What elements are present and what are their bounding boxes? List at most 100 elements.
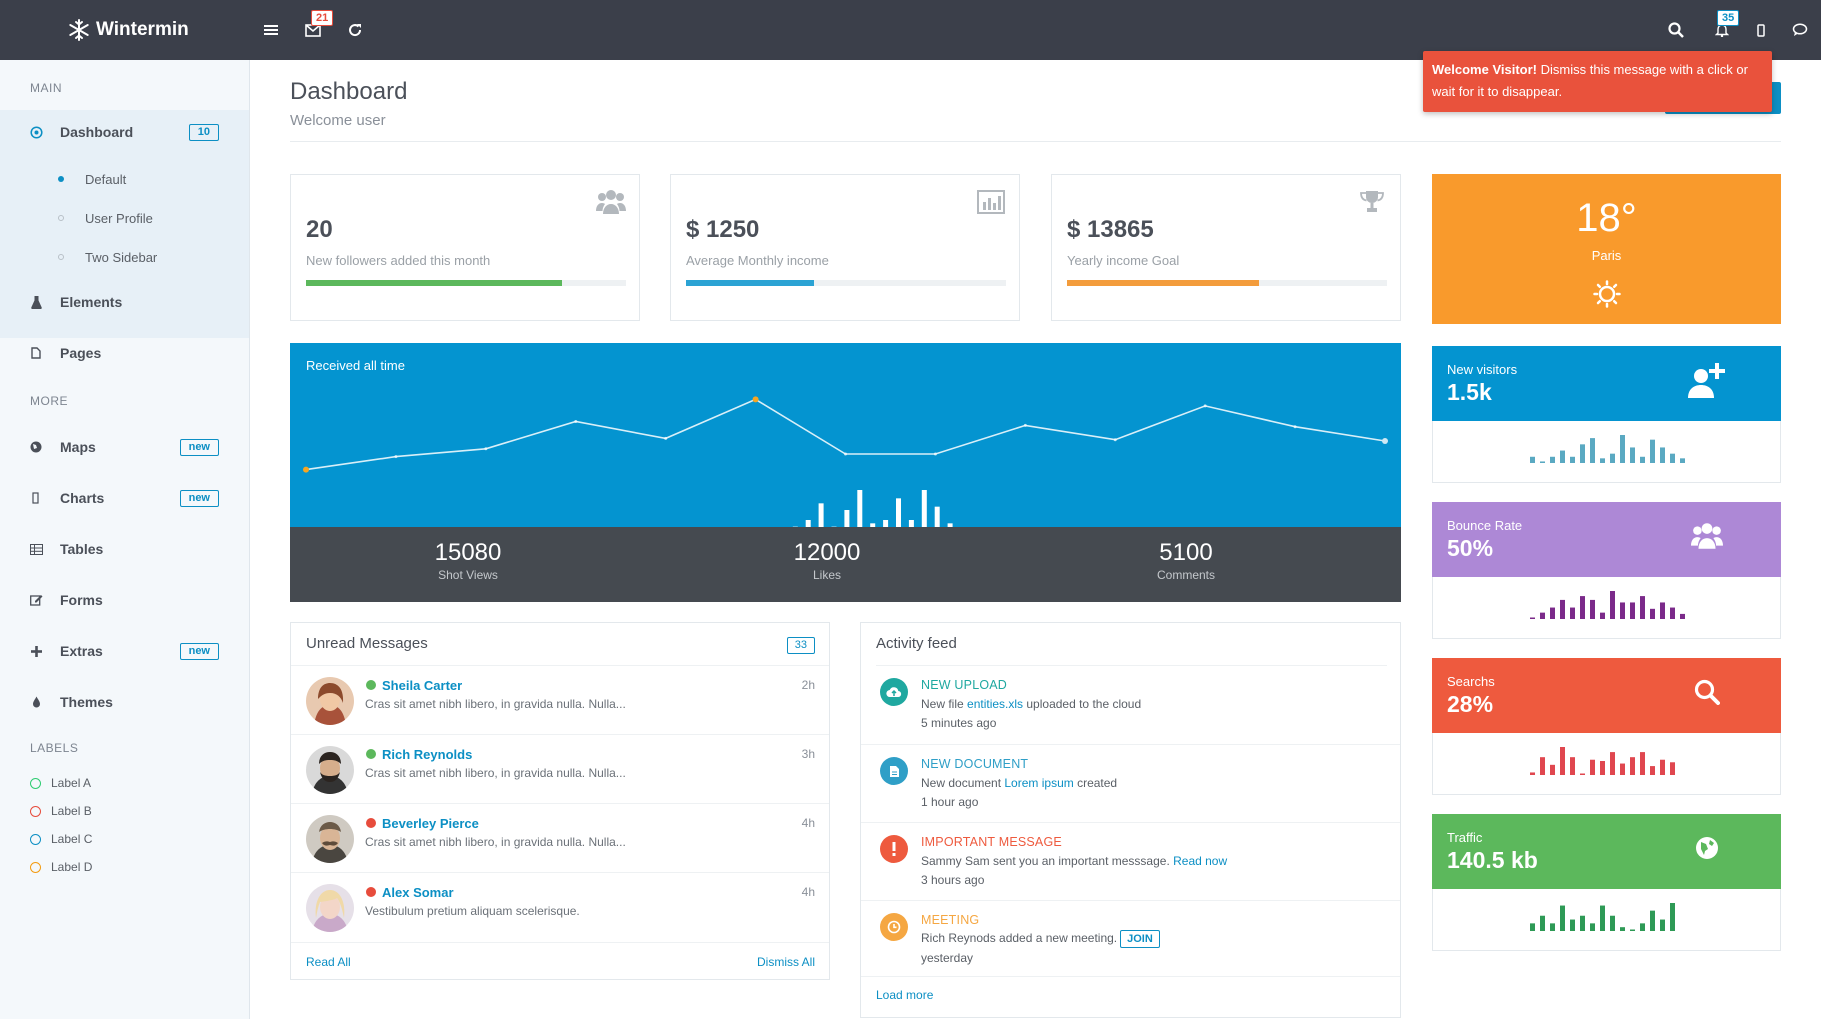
weather-widget: 18° Paris [1432, 174, 1781, 324]
sparkline-bar [1570, 919, 1575, 931]
dismiss-all-link[interactable]: Dismiss All [756, 955, 815, 969]
stat-progress-fill [306, 280, 562, 286]
welcome-toast[interactable]: Welcome Visitor! Dismiss this message wi… [1423, 51, 1772, 112]
message-item[interactable]: Beverley Pierce Cras sit amet nibh liber… [291, 803, 829, 872]
sparkline-bar [1630, 602, 1635, 619]
avatar [306, 746, 354, 794]
widget-label: Searchs [1447, 674, 1495, 689]
plus-icon [29, 644, 43, 658]
messages-badge: 21 [311, 10, 334, 26]
widget-header: Traffic 140.5 kb [1432, 814, 1781, 889]
activity-time: 3 hours ago [921, 873, 985, 887]
chart-point [1293, 425, 1297, 429]
sparkline-bar [1540, 461, 1545, 463]
file-icon [29, 346, 43, 360]
sparkline-bar [1590, 759, 1595, 775]
stat-comments: 5100 Comments [1086, 539, 1286, 583]
sidebar-item-elements[interactable]: Elements [0, 280, 249, 324]
activity-link[interactable]: Lorem ipsum [1004, 776, 1074, 790]
users-icon [595, 187, 627, 217]
sparkline-bar [1630, 929, 1635, 931]
message-time: 2h [801, 678, 815, 692]
sparkline-bar [1570, 607, 1575, 619]
document-icon [880, 757, 908, 785]
activity-text: Rich Reynods added a new meeting. [921, 931, 1118, 945]
widget-value: 140.5 kb [1447, 847, 1538, 873]
chart-point [752, 396, 759, 403]
refresh-button[interactable] [343, 18, 367, 42]
toast-title: Welcome Visitor! [1432, 62, 1537, 77]
activity-title: MEETING [921, 913, 980, 927]
sparkline [1530, 747, 1675, 775]
sidebar-item-pages[interactable]: Pages [0, 331, 249, 375]
activity-text: Sammy Sam sent you an important messsage… [921, 854, 1174, 868]
chat-button[interactable] [1788, 18, 1812, 42]
brand-logo[interactable]: Wintermin [68, 0, 189, 60]
sidebar-item-tables[interactable]: Tables [0, 527, 249, 571]
widget-label: Bounce Rate [1447, 518, 1523, 533]
sidebar-item-dashboard[interactable]: Dashboard 10 [0, 110, 249, 154]
sidebar-item-maps[interactable]: Maps new [0, 425, 249, 469]
chart-point [394, 455, 398, 459]
edit-icon [29, 593, 43, 607]
message-preview: Cras sit amet nibh libero, in gravida nu… [365, 766, 626, 780]
stat-progress-fill [686, 280, 814, 286]
load-more-link[interactable]: Load more [876, 988, 934, 1002]
sparkline-bar [1620, 763, 1625, 775]
widget-header: Bounce Rate 50% [1432, 502, 1781, 577]
message-time: 4h [801, 816, 815, 830]
chart-bar [934, 506, 940, 540]
avatar [306, 815, 354, 863]
chart-bar [896, 498, 901, 540]
message-item[interactable]: Alex Somar Vestibulum pretium aliquam sc… [291, 872, 829, 941]
message-item[interactable]: Rich Reynolds Cras sit amet nibh libero,… [291, 734, 829, 803]
sidebar-subitem-user-profile[interactable]: User Profile [0, 199, 249, 237]
stat-label: New followers added this month [306, 253, 491, 268]
label-c[interactable]: Label C [30, 829, 92, 849]
mobile-button[interactable] [1749, 18, 1773, 42]
sparkline-bar [1670, 453, 1675, 463]
label-d[interactable]: Label D [30, 857, 92, 877]
sparkline-bar [1610, 453, 1615, 463]
sparkline-bar [1670, 762, 1675, 775]
stat-label: Yearly income Goal [1067, 253, 1180, 268]
message-item[interactable]: Sheila Carter Cras sit amet nibh libero,… [291, 665, 829, 734]
stat-label: Comments [1156, 568, 1215, 582]
sidebar-item-themes[interactable]: Themes [0, 680, 249, 724]
read-all-link[interactable]: Read All [306, 955, 351, 969]
chart-bar [844, 510, 850, 540]
sidebar-subitem-two-sidebar[interactable]: Two Sidebar [0, 238, 249, 276]
target-icon [29, 125, 43, 139]
messages-button[interactable]: 21 [301, 10, 334, 42]
label-b[interactable]: Label B [30, 801, 92, 821]
circle-icon [30, 805, 41, 817]
widget-header: Searchs 28% [1432, 658, 1781, 733]
search-button[interactable] [1664, 18, 1688, 42]
join-button[interactable]: JOIN [1120, 930, 1160, 948]
label-a[interactable]: Label A [30, 773, 91, 793]
sidebar-item-forms[interactable]: Forms [0, 578, 249, 622]
sparkline-bar [1560, 599, 1565, 619]
sparkline-bar [1660, 602, 1665, 619]
header-divider [290, 141, 1781, 142]
chart-point [1113, 438, 1117, 442]
activity-text: created [1073, 776, 1118, 790]
weather-temperature: 18° [1576, 196, 1637, 240]
stat-label: Average Monthly income [686, 253, 829, 268]
sidebar-subitem-default[interactable]: Default [0, 160, 249, 198]
activity-link[interactable]: entities.xls [967, 697, 1024, 711]
sparkline-bar [1590, 438, 1595, 463]
notifications-button[interactable]: 35 [1710, 10, 1740, 42]
sidebar-item-label: Extras [60, 643, 103, 659]
user-add-icon [1685, 358, 1729, 402]
sparkline-bar [1650, 910, 1655, 931]
sparkline-bar [1570, 757, 1575, 775]
sparkline [1530, 435, 1685, 463]
users-icon [1685, 514, 1729, 558]
activity-link[interactable]: Read now [1173, 854, 1228, 868]
sidebar-item-charts[interactable]: Charts new [0, 476, 249, 520]
menu-toggle-button[interactable] [259, 18, 283, 42]
sidebar-item-extras[interactable]: Extras new [0, 629, 249, 673]
stat-progress-track [1067, 280, 1387, 286]
activity-description: New file entities.xls uploaded to the cl… [921, 697, 1141, 711]
